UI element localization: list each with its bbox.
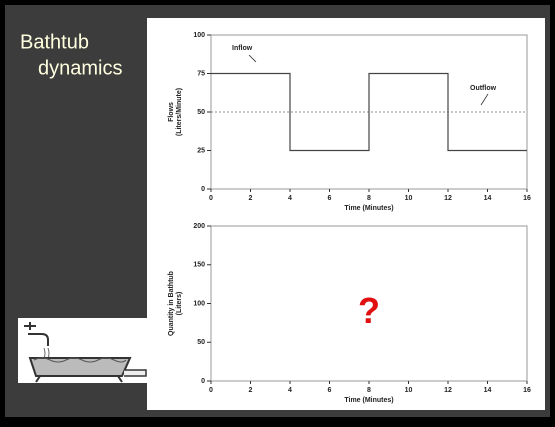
annotation: ? <box>358 290 380 331</box>
x-axis-label: Time (Minutes) <box>344 205 393 212</box>
y-tick-label: 150 <box>193 262 205 269</box>
series-label: Inflow <box>232 45 253 52</box>
x-tick-label: 6 <box>328 195 332 202</box>
x-tick-label: 8 <box>367 387 371 394</box>
x-tick-label: 14 <box>484 195 492 202</box>
y-tick-label: 200 <box>193 223 205 230</box>
chart-panel <box>147 18 545 410</box>
x-tick-label: 16 <box>523 195 531 202</box>
x-axis-label: Time (Minutes) <box>344 397 393 404</box>
x-tick-label: 4 <box>288 387 292 394</box>
y-tick-label: 75 <box>197 70 205 77</box>
x-tick-label: 2 <box>249 195 253 202</box>
bathtub-illustration <box>18 318 147 383</box>
x-tick-label: 10 <box>405 195 413 202</box>
x-tick-label: 16 <box>523 387 531 394</box>
x-tick-label: 2 <box>249 387 253 394</box>
y-tick-label: 0 <box>201 378 205 385</box>
y-tick-label: 100 <box>193 300 205 307</box>
slide-title: dynamics <box>38 57 122 79</box>
series-label: Outflow <box>470 85 497 92</box>
y-tick-label: 50 <box>197 109 205 116</box>
y-tick-label: 50 <box>197 339 205 346</box>
x-tick-label: 6 <box>328 387 332 394</box>
x-tick-label: 10 <box>405 387 413 394</box>
y-axis-label: Flows <box>168 102 175 122</box>
x-tick-label: 12 <box>444 387 452 394</box>
y-tick-label: 100 <box>193 32 205 39</box>
y-axis-label: (Liters/Minute) <box>176 88 183 136</box>
x-tick-label: 14 <box>484 387 492 394</box>
x-tick-label: 12 <box>444 195 452 202</box>
slide-title: Bathtub <box>20 31 89 53</box>
x-tick-label: 0 <box>209 195 213 202</box>
x-tick-label: 8 <box>367 195 371 202</box>
x-tick-label: 4 <box>288 195 292 202</box>
y-axis-label: Quantity in Bathtub <box>168 271 175 336</box>
y-tick-label: 25 <box>197 147 205 154</box>
y-tick-label: 0 <box>201 186 205 193</box>
y-axis-label: (Liters) <box>176 292 183 316</box>
slide: Bathtub dynamics 02550751000246810121416… <box>0 0 555 427</box>
x-tick-label: 0 <box>209 387 213 394</box>
